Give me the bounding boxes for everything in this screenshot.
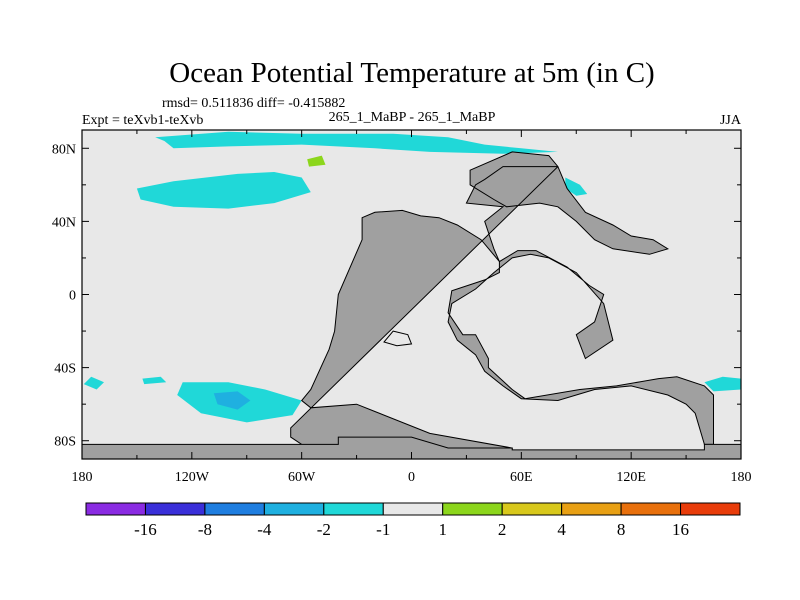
season-label: JJA: [720, 113, 742, 128]
x-tick-label-5: 120E: [616, 470, 646, 485]
y-tick-label-2: 0: [69, 289, 76, 304]
colorbar: -16 -8 -4 -2 -1 1 2 4 8 16: [85, 502, 741, 539]
anomaly-region-0: [155, 131, 558, 154]
x-tick-label-0: 180: [72, 470, 93, 485]
x-axis: 180 120W 60W 0 60E 120E 180: [72, 130, 752, 485]
y-tick-label-1: 40N: [52, 215, 76, 230]
map-plot-area: [81, 129, 742, 460]
anomaly-region-8: [307, 155, 326, 167]
colorbar-swatch-2: [204, 502, 265, 516]
x-tick-label-1: 120W: [175, 470, 210, 485]
colorbar-swatch-0: [85, 502, 146, 516]
colorbar-label-0: -16: [134, 520, 157, 539]
colorbar-swatch-6: [442, 502, 503, 516]
stats-label: rmsd= 0.511836 diff= -0.415882: [162, 96, 345, 111]
anomaly-region-6: [565, 177, 588, 196]
colorbar-label-7: 4: [557, 520, 566, 539]
y-tick-label-3: 40S: [54, 362, 76, 377]
y-axis: 80N 40N 0 40S 80S: [52, 142, 741, 450]
anomaly-region-7: [213, 391, 251, 410]
land-region-0: [290, 151, 714, 453]
colorbar-swatch-7: [501, 502, 563, 516]
colorbar-label-9: 16: [672, 520, 689, 539]
colorbar-label-1: -8: [198, 520, 212, 539]
anomaly-layer: [83, 131, 741, 423]
y-tick-label-0: 80N: [52, 142, 76, 157]
anomaly-region-3: [142, 376, 167, 385]
colorbar-swatch-3: [263, 502, 325, 516]
colorbar-swatch-5: [382, 502, 444, 516]
colorbar-label-2: -4: [257, 520, 272, 539]
x-tick-label-6: 180: [731, 470, 752, 485]
y-tick-label-4: 80S: [54, 435, 76, 450]
case-label: 265_1_MaBP - 265_1_MaBP: [329, 110, 496, 125]
colorbar-swatch-10: [680, 502, 741, 516]
colorbar-label-5: 1: [438, 520, 447, 539]
x-tick-label-2: 60W: [288, 470, 316, 485]
colorbar-label-4: -1: [376, 520, 390, 539]
colorbar-swatch-4: [323, 502, 384, 516]
colorbar-label-8: 8: [617, 520, 626, 539]
anomaly-region-2: [83, 376, 104, 390]
lake-region-0: [383, 330, 413, 347]
colorbar-swatch-1: [144, 502, 206, 516]
x-tick-label-3: 0: [408, 470, 415, 485]
anomaly-region-1: [136, 172, 311, 209]
x-tick-label-4: 60E: [510, 470, 533, 485]
chart-title: Ocean Potential Temperature at 5m (in C): [169, 57, 654, 89]
lake-layer: [383, 330, 413, 347]
anomaly-region-5: [704, 376, 741, 392]
colorbar-label-3: -2: [317, 520, 331, 539]
colorbar-swatch-8: [561, 502, 622, 516]
colorbar-swatch-9: [620, 502, 682, 516]
colorbar-label-6: 2: [498, 520, 507, 539]
experiment-label: Expt = teXvb1-teXvb: [82, 113, 203, 128]
